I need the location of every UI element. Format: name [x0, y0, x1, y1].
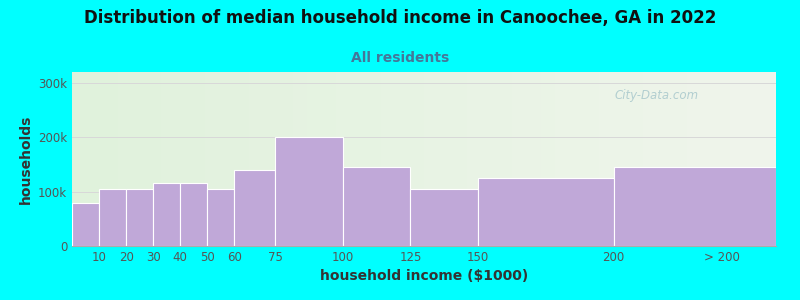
Bar [207, 189, 234, 246]
Y-axis label: households: households [18, 114, 33, 204]
Bar [275, 137, 342, 246]
Text: All residents: All residents [351, 51, 449, 65]
Bar [478, 178, 614, 246]
Bar [154, 184, 180, 246]
X-axis label: household income ($1000): household income ($1000) [320, 269, 528, 284]
Bar [342, 167, 410, 246]
Bar [410, 189, 478, 246]
Bar [99, 189, 126, 246]
Bar [614, 167, 776, 246]
Bar [234, 170, 275, 246]
Text: City-Data.com: City-Data.com [614, 89, 698, 102]
Bar [126, 189, 154, 246]
Text: Distribution of median household income in Canoochee, GA in 2022: Distribution of median household income … [84, 9, 716, 27]
Bar [72, 202, 99, 246]
Bar [180, 184, 207, 246]
